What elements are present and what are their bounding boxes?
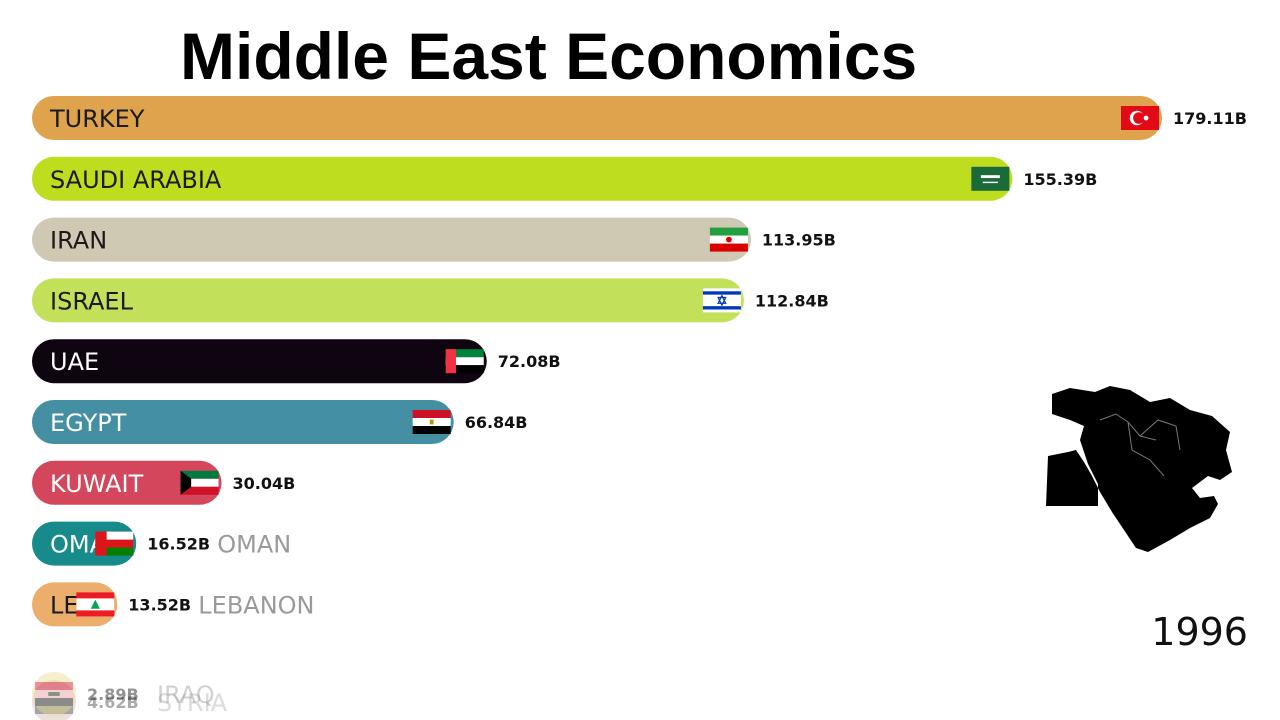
middle-east-map-icon: [1046, 386, 1232, 552]
bar-row-kuwait: KUWAIT 30.04B: [32, 460, 296, 505]
outside-label-syria: SYRIA: [157, 689, 228, 717]
bar-row-egypt: EGYPT 66.84B: [32, 400, 528, 444]
bar-label-saudi-arabia: SAUDI ARABIA: [50, 166, 222, 194]
bar-row-uae: UAE 72.08B: [32, 339, 561, 384]
uae-flag-icon: [445, 349, 484, 374]
chart-title: Middle East Economics: [180, 19, 918, 93]
value-label-oman: 16.52B: [147, 535, 210, 554]
value-label-lebanon: 13.52B: [128, 595, 191, 614]
lebanon-flag-icon: [76, 592, 115, 617]
syria-flag-icon: [35, 690, 73, 714]
value-label-israel: 112.84B: [755, 291, 829, 310]
value-label-kuwait: 30.04B: [233, 474, 296, 493]
bar-uae: [32, 339, 487, 384]
value-label-egypt: 66.84B: [465, 413, 528, 432]
bar-israel: [32, 278, 744, 323]
bar-row-turkey: TURKEY 179.11B: [32, 96, 1247, 140]
value-label-iran: 113.95B: [762, 231, 836, 250]
bar-egypt: [32, 400, 454, 444]
egypt-flag-icon: [412, 410, 451, 434]
bar-turkey: [32, 96, 1162, 140]
bar-label-kuwait: KUWAIT: [50, 470, 144, 498]
value-label-syria: 4.62B: [87, 693, 139, 712]
bar-iraq: [32, 672, 76, 716]
bar-label-uae: UAE: [50, 348, 99, 376]
turkey-flag-icon: [1121, 106, 1159, 130]
bar-syria: [32, 680, 76, 720]
outside-label-iraq: IRAQ: [157, 681, 215, 709]
outside-label-oman: OMAN: [217, 531, 291, 559]
bar-row-iran: IRAN 113.95B: [32, 217, 836, 262]
value-label-turkey: 179.11B: [1173, 109, 1247, 128]
bar-label-iran: IRAN: [50, 227, 107, 255]
bar-saudi-arabia: [32, 156, 1013, 201]
iran-flag-icon: [709, 227, 748, 252]
bar-label-turkey: TURKEY: [49, 105, 145, 133]
bar-label-israel: ISRAEL: [50, 287, 134, 315]
outside-label-lebanon: LEBANON: [198, 591, 314, 619]
bar-label-lebanon: LEBANON: [50, 591, 166, 619]
bar-row-oman: OMAN 16.52B OMAN: [32, 521, 291, 566]
israel-flag-icon: [702, 288, 741, 313]
kuwait-flag-icon: [180, 470, 219, 495]
value-label-iraq: 2.89B: [87, 685, 139, 704]
iraq-flag-icon: [35, 682, 73, 706]
saudi-arabia-flag-icon: [971, 166, 1010, 191]
year-label: 1996: [1151, 610, 1248, 654]
bar-iran: [32, 217, 751, 262]
value-label-uae: 72.08B: [498, 352, 561, 371]
bar-row-israel: ISRAEL 112.84B: [32, 278, 829, 323]
value-label-saudi-arabia: 155.39B: [1023, 170, 1097, 189]
oman-flag-icon: [95, 531, 134, 556]
bar-label-egypt: EGYPT: [50, 409, 127, 437]
bar-label-oman: OMAN: [50, 531, 124, 559]
bar-row-saudi-arabia: SAUDI ARABIA 155.39B: [32, 156, 1097, 201]
bar-kuwait: [32, 460, 222, 505]
